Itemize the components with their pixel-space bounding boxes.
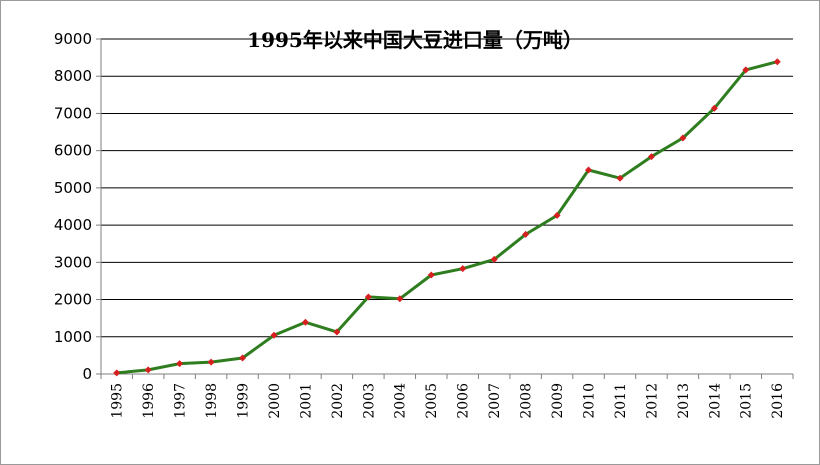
x-tick-label-1996: 1996 — [141, 383, 157, 419]
data-point-2010 — [585, 166, 593, 174]
chart-axes — [96, 38, 794, 379]
y-tick-label: 2000 — [54, 291, 92, 309]
data-point-2014 — [710, 104, 718, 112]
data-point-2011 — [616, 174, 624, 182]
x-tick-label-2010: 2010 — [581, 383, 597, 419]
series-layer — [113, 58, 781, 377]
data-point-2013 — [679, 134, 687, 142]
data-point-2015 — [742, 66, 750, 74]
x-tick-label-2005: 2005 — [424, 383, 440, 419]
x-tick-label-2002: 2002 — [330, 383, 346, 419]
x-tick-label-1995: 1995 — [110, 383, 126, 419]
x-tick-label-1999: 1999 — [235, 383, 251, 419]
data-point-1997 — [176, 360, 184, 368]
y-tick-label: 7000 — [54, 104, 92, 122]
data-point-1998 — [207, 358, 215, 366]
data-point-1995 — [113, 369, 121, 377]
data-point-2012 — [647, 153, 655, 161]
y-tick-label: 5000 — [54, 179, 92, 197]
x-axis-tick-labels: 1995 1996 1997 1998 1999 2000 2001 2002 2003 2004… — [110, 383, 787, 419]
y-tick-label: 4000 — [54, 216, 92, 234]
data-point-2005 — [427, 271, 435, 279]
x-tick-label-2001: 2001 — [298, 383, 314, 419]
data-point-2004 — [396, 295, 404, 303]
x-tick-label-2004: 2004 — [393, 383, 409, 419]
data-point-2009 — [553, 211, 561, 219]
x-tick-label-2003: 2003 — [361, 383, 377, 419]
y-tick-label: 3000 — [54, 253, 92, 271]
data-point-2006 — [459, 265, 467, 273]
data-point-2002 — [333, 328, 341, 336]
data-point-2016 — [773, 58, 781, 66]
x-tick-label-2007: 2007 — [487, 383, 503, 419]
x-tick-label-2016: 2016 — [770, 383, 786, 419]
x-tick-label-2000: 2000 — [267, 383, 283, 419]
data-point-2000 — [270, 331, 278, 339]
y-tick-label: 9000 — [54, 30, 92, 48]
x-tick-label-2009: 2009 — [550, 383, 566, 419]
x-tick-label-1997: 1997 — [173, 383, 189, 419]
grid-lines — [101, 38, 793, 338]
chart-title: 1995年以来中国大豆进口量（万吨） — [247, 28, 583, 52]
y-tick-label: 8000 — [54, 67, 92, 85]
x-tick-label-2012: 2012 — [644, 383, 660, 419]
data-point-1996 — [144, 366, 152, 374]
x-tick-label-2011: 2011 — [613, 383, 629, 419]
x-tick-label-2008: 2008 — [519, 383, 535, 419]
x-tick-label-2014: 2014 — [707, 383, 723, 419]
y-axis-tick-labels: 0 1000 2000 3000 4000 5000 6000 7000 8000 9000 — [54, 30, 92, 383]
y-tick-label: 1000 — [54, 328, 92, 346]
y-tick-label: 6000 — [54, 142, 92, 160]
data-point-2003 — [364, 293, 372, 301]
data-point-2008 — [522, 230, 530, 238]
x-tick-label-2006: 2006 — [456, 383, 472, 419]
x-tick-label-1998: 1998 — [204, 383, 220, 419]
data-point-1999 — [239, 354, 247, 362]
series-line-0 — [115, 60, 779, 375]
data-point-2001 — [301, 318, 309, 326]
x-tick-label-2013: 2013 — [676, 383, 692, 419]
x-tick-label-2015: 2015 — [739, 383, 755, 419]
y-tick-label: 0 — [82, 365, 92, 383]
data-point-2007 — [490, 255, 498, 263]
